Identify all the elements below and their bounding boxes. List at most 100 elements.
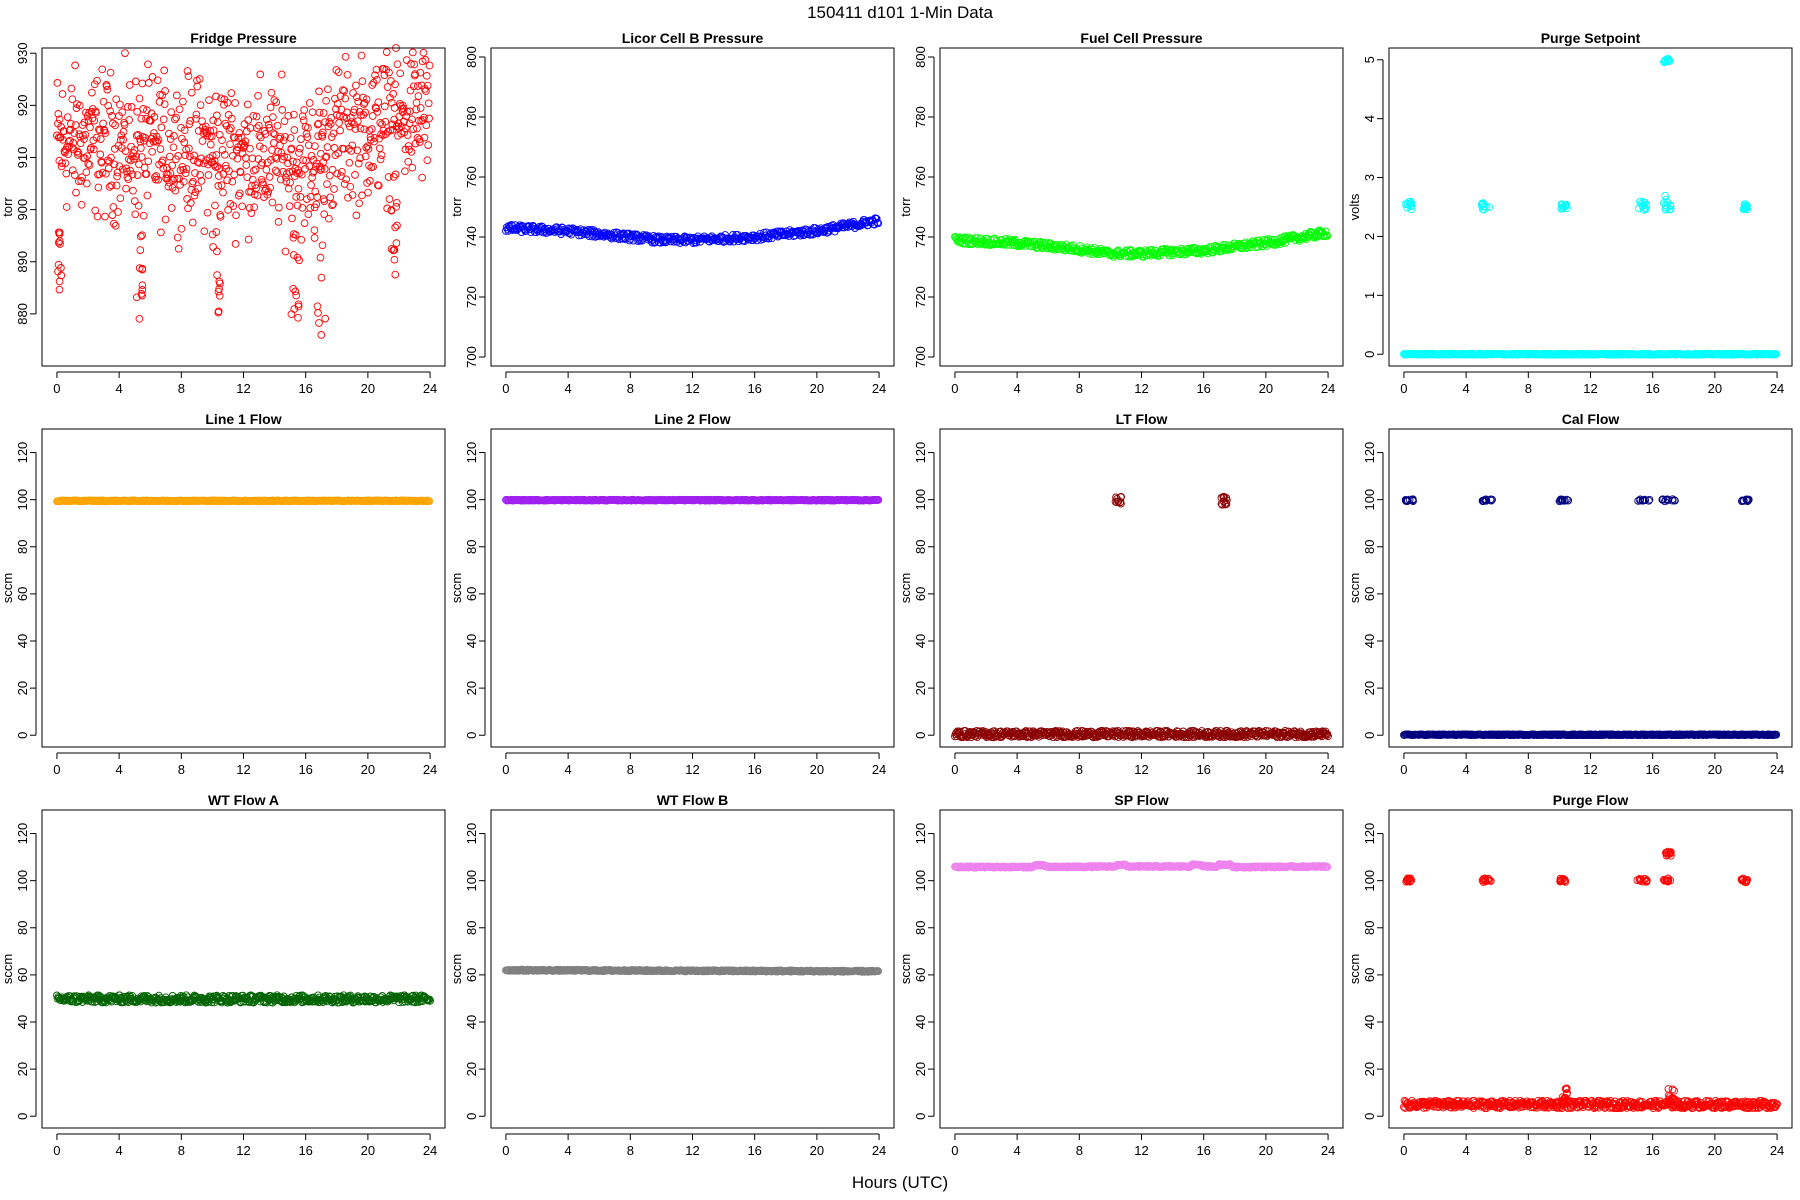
data-point (291, 287, 300, 296)
data-point (268, 198, 277, 207)
data-point (393, 221, 401, 230)
data-point (243, 100, 252, 109)
x-tick-label: 4 (1014, 381, 1021, 396)
data-point (270, 96, 279, 104)
data-point (105, 183, 114, 191)
data-point (298, 203, 307, 212)
data-point (68, 95, 77, 104)
data-point (99, 97, 108, 106)
data-point (382, 65, 391, 74)
data-point (292, 158, 301, 167)
data-point (403, 131, 412, 139)
data-point (300, 219, 309, 227)
data-point (238, 202, 246, 211)
plot-frame (41, 47, 446, 367)
y-tick-label: 780 (913, 106, 928, 128)
data-point (383, 204, 392, 213)
data-point (374, 98, 383, 107)
y-tick-label: 20 (15, 681, 30, 695)
data-point (423, 81, 432, 90)
data-point (153, 138, 162, 146)
y-tick-label: 0 (15, 1113, 30, 1120)
y-tick-label: 120 (15, 823, 30, 845)
x-tick-label: 4 (116, 381, 123, 396)
data-point (222, 164, 231, 173)
data-point (241, 141, 249, 150)
data-point (164, 182, 173, 191)
data-point (385, 195, 394, 203)
data-point (160, 100, 169, 109)
data-point (129, 186, 137, 195)
data-point (85, 161, 94, 169)
data-point (144, 60, 152, 69)
y-tick-label: 120 (913, 442, 928, 464)
data-point (272, 98, 281, 106)
data-point (206, 127, 215, 135)
panel-title: Fridge Pressure (190, 30, 297, 46)
data-point (138, 281, 147, 290)
data-point (972, 238, 981, 247)
data-point (81, 154, 89, 163)
data-point (283, 169, 291, 178)
data-point (267, 156, 275, 164)
data-point (156, 145, 165, 153)
data-point (414, 82, 422, 90)
data-point (182, 165, 191, 173)
data-point (266, 183, 274, 192)
data-point (376, 118, 385, 127)
data-point (356, 124, 365, 133)
y-tick-label: 0 (1362, 351, 1377, 358)
data-point (289, 157, 297, 166)
x-tick-label: 16 (1645, 381, 1659, 396)
plot-frame (41, 428, 446, 748)
data-point (132, 152, 141, 161)
data-point (245, 204, 254, 212)
data-point (55, 115, 64, 124)
data-point (178, 134, 186, 143)
data-point (321, 314, 330, 323)
data-point (88, 114, 97, 123)
data-point (281, 132, 289, 141)
data-point (92, 108, 100, 117)
x-tick-label: 4 (1463, 762, 1470, 777)
plot-frame (939, 47, 1344, 367)
data-point (74, 149, 83, 157)
data-point (320, 165, 329, 173)
data-point (370, 134, 379, 142)
x-tick-label: 0 (1400, 381, 1407, 396)
data-point (262, 185, 270, 193)
data-point (381, 117, 390, 126)
data-point (327, 133, 336, 141)
x-tick-label: 8 (1525, 381, 1532, 396)
data-point (318, 132, 327, 141)
data-point (138, 231, 146, 240)
data-point (322, 96, 330, 105)
data-point (330, 185, 338, 193)
data-point (407, 60, 415, 68)
data-point (362, 95, 371, 104)
data-point (133, 171, 142, 179)
data-point (186, 199, 195, 207)
y-tick-label: 40 (15, 634, 30, 648)
data-point (131, 210, 140, 219)
data-point (228, 177, 237, 186)
data-point (282, 173, 290, 182)
data-point (196, 171, 204, 179)
data-point (92, 133, 101, 142)
data-point (307, 151, 316, 160)
data-point (219, 188, 227, 197)
data-point (350, 105, 359, 114)
y-axis-label: sccm (1347, 573, 1362, 603)
data-point (306, 204, 315, 212)
data-point (410, 60, 419, 69)
data-point (389, 173, 398, 181)
data-point (213, 118, 222, 126)
data-point (414, 92, 423, 100)
x-tick-label: 8 (1525, 762, 1532, 777)
data-point (171, 186, 180, 195)
data-point (62, 203, 71, 211)
data-point (212, 151, 221, 159)
